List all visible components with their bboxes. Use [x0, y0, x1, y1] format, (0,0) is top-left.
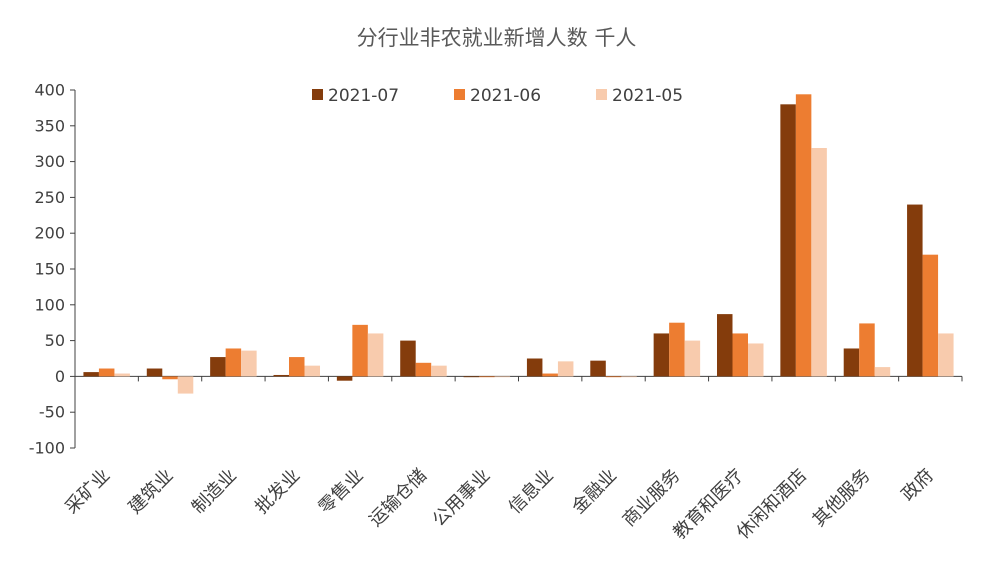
legend-swatch [312, 89, 323, 100]
bar [494, 376, 511, 378]
legend-swatch [596, 89, 607, 100]
bar [907, 204, 923, 377]
bar [367, 333, 384, 377]
bar [922, 254, 939, 377]
bar [590, 360, 606, 377]
bar [684, 340, 701, 377]
category-label: 金融业 [568, 465, 621, 518]
bar [273, 374, 289, 377]
bar [780, 104, 796, 377]
y-tick-label: 400 [34, 81, 65, 100]
bar [938, 333, 954, 377]
y-tick-label: 200 [34, 224, 65, 243]
bar [146, 368, 163, 377]
bar [289, 357, 305, 377]
legend-label: 2021-07 [328, 86, 399, 106]
bar [114, 373, 130, 377]
bar [304, 365, 320, 377]
y-tick-label: 50 [45, 331, 65, 350]
legend-swatch [454, 89, 465, 100]
y-tick-label: -100 [29, 439, 65, 458]
bar [177, 376, 194, 394]
legend-label: 2021-06 [470, 86, 541, 106]
bar [352, 324, 368, 377]
category-label: 商业服务 [619, 465, 685, 531]
bar [653, 333, 670, 377]
y-tick-label: 0 [55, 367, 65, 386]
category-label: 采矿业 [61, 465, 114, 518]
bar [748, 343, 764, 377]
bar [431, 365, 447, 377]
legend: 2021-07 2021-06 2021-05 [312, 86, 683, 106]
bar [843, 348, 860, 377]
bar [225, 348, 242, 377]
bar [605, 376, 622, 378]
y-tick-label: 150 [34, 260, 65, 279]
category-label: 制造业 [188, 465, 241, 518]
bar [732, 333, 748, 377]
bar [811, 148, 827, 377]
bar [526, 358, 543, 377]
y-tick-label: 250 [34, 188, 65, 207]
y-tick-label: 350 [34, 116, 65, 135]
bar [162, 376, 178, 380]
category-label: 信息业 [505, 465, 558, 518]
bar [795, 94, 812, 377]
y-tick-label: 100 [34, 295, 65, 314]
category-label: 建筑业 [125, 465, 178, 518]
category-label: 其他服务 [809, 465, 875, 531]
y-tick-label: -50 [39, 403, 65, 422]
bar [542, 373, 558, 377]
category-label: 公用事业 [429, 465, 495, 531]
bar [400, 340, 416, 377]
bar [415, 362, 432, 377]
category-label: 运输仓储 [365, 465, 431, 531]
category-label: 批发业 [251, 465, 304, 518]
bar [479, 376, 495, 378]
bar [98, 368, 115, 377]
bar [717, 314, 733, 377]
category-label: 政府 [898, 465, 938, 505]
y-tick-label: 300 [34, 152, 65, 171]
legend-label: 2021-05 [612, 86, 683, 106]
bar [874, 367, 891, 377]
bar [859, 323, 875, 377]
bar [210, 357, 226, 377]
category-label: 零售业 [315, 465, 368, 518]
bar [557, 361, 574, 377]
bars [83, 94, 954, 394]
bar [241, 350, 257, 377]
bar [621, 376, 637, 378]
chart-title: 分行业非农就业新增人数 千人 [356, 26, 637, 50]
bar [336, 376, 353, 381]
bar [83, 372, 99, 377]
bar [463, 376, 480, 378]
bar [669, 322, 685, 377]
